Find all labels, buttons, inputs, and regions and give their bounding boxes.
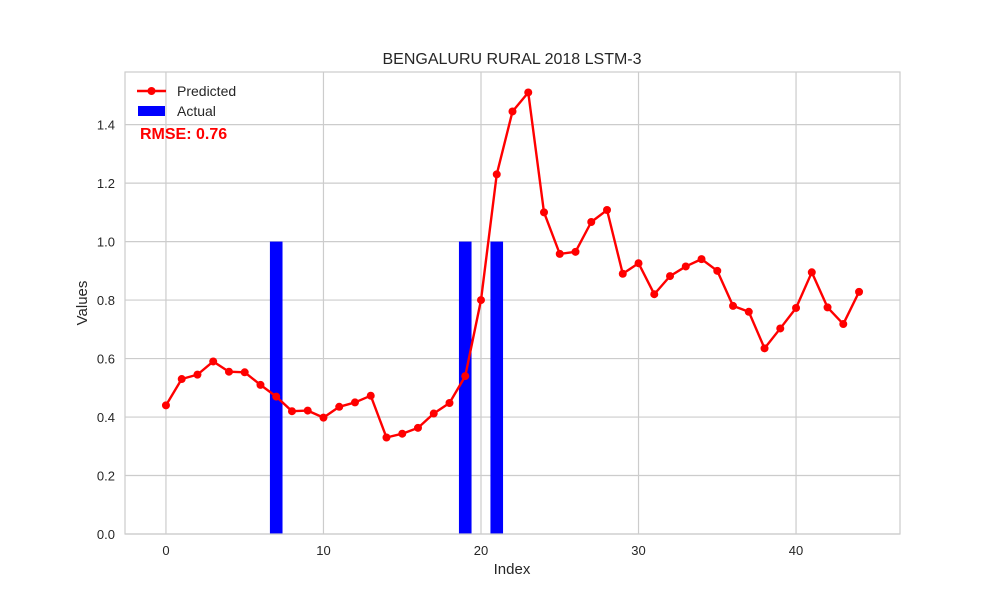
predicted-point	[256, 380, 265, 389]
predicted-point	[587, 218, 596, 227]
predicted-point	[272, 392, 281, 401]
predicted-point	[713, 266, 722, 275]
y-tick-label: 1.4	[97, 118, 115, 133]
actual-bars	[269, 241, 504, 534]
predicted-point	[540, 208, 549, 217]
predicted-point	[209, 357, 218, 366]
predicted-point	[240, 368, 249, 377]
y-tick-label: 0.0	[97, 527, 115, 542]
predicted-point	[492, 170, 501, 179]
x-tick-labels: 0 10 20 30 40	[162, 543, 803, 558]
legend-predicted-marker	[147, 87, 156, 95]
predicted-point	[855, 287, 864, 296]
predicted-point	[555, 249, 564, 258]
predicted-point	[287, 407, 296, 416]
predicted-point	[697, 255, 706, 264]
y-tick-label: 0.2	[97, 469, 115, 484]
predicted-point	[508, 107, 517, 116]
predicted-point	[634, 259, 643, 268]
predicted-point	[603, 206, 612, 215]
predicted-point	[461, 372, 470, 381]
predicted-series	[161, 88, 864, 442]
predicted-point	[839, 320, 848, 329]
predicted-point	[524, 88, 533, 97]
y-tick-labels: 0.0 0.2 0.4 0.6 0.8 1.0 1.2 1.4	[97, 118, 115, 542]
predicted-point	[413, 423, 422, 432]
legend-actual-label: Actual	[177, 103, 216, 119]
legend-actual-swatch	[138, 106, 165, 116]
predicted-point	[161, 401, 170, 410]
x-tick-label: 10	[316, 543, 330, 558]
legend-predicted-label: Predicted	[177, 83, 236, 99]
predicted-point	[681, 262, 690, 271]
predicted-point	[476, 296, 485, 305]
chart-title: BENGALURU RURAL 2018 LSTM-3	[382, 51, 641, 68]
predicted-point	[650, 290, 659, 299]
y-tick-label: 1.0	[97, 235, 115, 250]
rmse-annotation: RMSE: 0.76	[140, 126, 227, 143]
predicted-point	[224, 367, 233, 376]
predicted-point	[792, 303, 801, 312]
predicted-point	[807, 268, 816, 277]
legend: Predicted Actual	[137, 83, 236, 119]
x-tick-label: 30	[631, 543, 645, 558]
predicted-point	[350, 398, 359, 407]
predicted-point	[571, 247, 580, 256]
predicted-point	[319, 413, 328, 422]
predicted-point	[382, 433, 391, 442]
x-tick-label: 40	[789, 543, 803, 558]
predicted-point	[303, 406, 312, 415]
x-tick-label: 0	[162, 543, 169, 558]
y-tick-label: 0.6	[97, 352, 115, 367]
actual-bar	[458, 241, 472, 534]
predicted-point	[618, 269, 627, 278]
predicted-point	[776, 324, 785, 333]
predicted-point	[445, 399, 454, 408]
predicted-point	[398, 429, 407, 438]
predicted-point	[429, 409, 438, 418]
y-tick-label: 0.8	[97, 293, 115, 308]
x-axis-label: Index	[494, 561, 531, 578]
predicted-point	[177, 375, 186, 384]
predicted-point	[335, 402, 344, 411]
predicted-point	[760, 344, 769, 353]
actual-bar	[269, 241, 283, 534]
plot-area-background	[125, 72, 900, 534]
y-tick-label: 1.2	[97, 176, 115, 191]
actual-bar	[490, 241, 504, 534]
predicted-point	[193, 370, 202, 379]
predicted-point	[823, 303, 832, 312]
x-tick-label: 20	[474, 543, 488, 558]
predicted-point	[366, 391, 375, 400]
y-tick-label: 0.4	[97, 410, 115, 425]
predicted-point	[729, 301, 738, 310]
predicted-point	[666, 272, 675, 281]
predicted-point	[744, 307, 753, 316]
plot-frame	[124, 71, 901, 535]
y-axis-label: Values	[74, 281, 91, 326]
